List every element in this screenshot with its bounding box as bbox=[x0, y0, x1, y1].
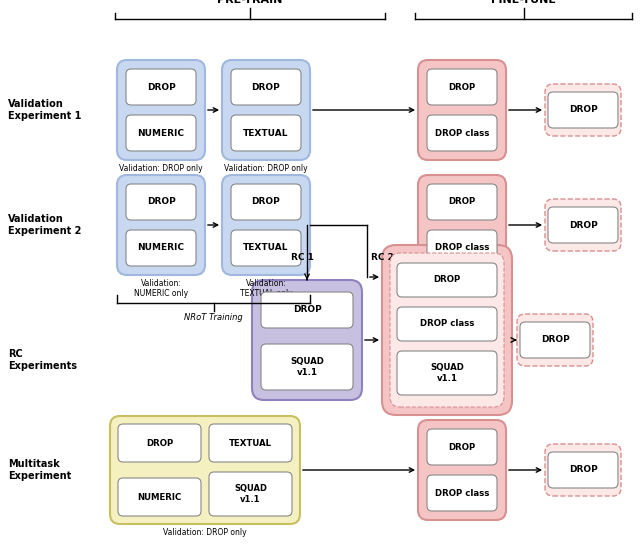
Text: TEXTUAL: TEXTUAL bbox=[229, 439, 272, 448]
FancyBboxPatch shape bbox=[548, 92, 618, 128]
FancyBboxPatch shape bbox=[118, 478, 201, 516]
Text: DROP: DROP bbox=[146, 439, 173, 448]
FancyBboxPatch shape bbox=[110, 416, 300, 524]
Text: DROP: DROP bbox=[449, 82, 476, 92]
Text: RC 1: RC 1 bbox=[291, 252, 314, 261]
Text: DROP: DROP bbox=[433, 276, 461, 285]
FancyBboxPatch shape bbox=[418, 175, 506, 275]
FancyBboxPatch shape bbox=[209, 472, 292, 516]
FancyBboxPatch shape bbox=[261, 344, 353, 390]
Text: DROP class: DROP class bbox=[420, 320, 474, 329]
FancyBboxPatch shape bbox=[418, 420, 506, 520]
FancyBboxPatch shape bbox=[118, 424, 201, 462]
FancyBboxPatch shape bbox=[222, 175, 310, 275]
FancyBboxPatch shape bbox=[231, 184, 301, 220]
Text: DROP class: DROP class bbox=[435, 244, 489, 252]
Text: Validation
Experiment 1: Validation Experiment 1 bbox=[8, 99, 81, 121]
FancyBboxPatch shape bbox=[222, 60, 310, 160]
Text: DROP: DROP bbox=[252, 82, 280, 92]
FancyBboxPatch shape bbox=[126, 69, 196, 105]
FancyBboxPatch shape bbox=[231, 115, 301, 151]
FancyBboxPatch shape bbox=[382, 245, 512, 415]
Text: SQUAD
v1.1: SQUAD v1.1 bbox=[290, 358, 324, 377]
Text: Multitask
Experiment: Multitask Experiment bbox=[8, 459, 71, 481]
FancyBboxPatch shape bbox=[548, 207, 618, 243]
Text: Validation
Experiment 2: Validation Experiment 2 bbox=[8, 214, 81, 236]
FancyBboxPatch shape bbox=[126, 230, 196, 266]
FancyBboxPatch shape bbox=[427, 115, 497, 151]
FancyBboxPatch shape bbox=[261, 292, 353, 328]
FancyBboxPatch shape bbox=[390, 253, 504, 407]
Text: Validation: DROP only: Validation: DROP only bbox=[119, 164, 203, 173]
FancyBboxPatch shape bbox=[548, 452, 618, 488]
Text: TEXTUAL: TEXTUAL bbox=[243, 128, 289, 137]
Text: NUMERIC: NUMERIC bbox=[138, 128, 184, 137]
Text: Validation: DROP only: Validation: DROP only bbox=[163, 528, 247, 537]
FancyBboxPatch shape bbox=[427, 429, 497, 465]
FancyBboxPatch shape bbox=[520, 322, 590, 358]
FancyBboxPatch shape bbox=[427, 69, 497, 105]
FancyBboxPatch shape bbox=[126, 115, 196, 151]
FancyBboxPatch shape bbox=[397, 351, 497, 395]
Text: SQUAD
v1.1: SQUAD v1.1 bbox=[430, 363, 464, 383]
Text: NRoT Training: NRoT Training bbox=[184, 313, 243, 322]
FancyBboxPatch shape bbox=[231, 69, 301, 105]
Text: DROP: DROP bbox=[449, 197, 476, 206]
FancyBboxPatch shape bbox=[397, 307, 497, 341]
FancyBboxPatch shape bbox=[209, 424, 292, 462]
Text: PRE-TRAIN: PRE-TRAIN bbox=[218, 0, 283, 5]
Text: RC 2: RC 2 bbox=[371, 252, 394, 261]
FancyBboxPatch shape bbox=[117, 60, 205, 160]
FancyBboxPatch shape bbox=[418, 60, 506, 160]
Text: DROP class: DROP class bbox=[435, 489, 489, 498]
FancyBboxPatch shape bbox=[427, 184, 497, 220]
Text: DROP: DROP bbox=[252, 197, 280, 206]
FancyBboxPatch shape bbox=[126, 184, 196, 220]
FancyBboxPatch shape bbox=[252, 280, 362, 400]
Text: DROP: DROP bbox=[568, 465, 597, 474]
Text: DROP: DROP bbox=[568, 106, 597, 115]
Text: DROP: DROP bbox=[449, 443, 476, 451]
FancyBboxPatch shape bbox=[545, 199, 621, 251]
Text: DROP: DROP bbox=[147, 197, 175, 206]
FancyBboxPatch shape bbox=[427, 475, 497, 511]
Text: DROP class: DROP class bbox=[435, 128, 489, 137]
FancyBboxPatch shape bbox=[427, 230, 497, 266]
Text: SQUAD
v1.1: SQUAD v1.1 bbox=[234, 484, 267, 504]
Text: FINE-TUNE: FINE-TUNE bbox=[491, 0, 556, 5]
Text: DROP: DROP bbox=[541, 335, 570, 345]
Text: Validation:
NUMERIC only: Validation: NUMERIC only bbox=[134, 279, 188, 299]
Text: Validation: DROP only: Validation: DROP only bbox=[224, 164, 308, 173]
Text: NUMERIC: NUMERIC bbox=[138, 493, 182, 502]
Text: DROP: DROP bbox=[147, 82, 175, 92]
FancyBboxPatch shape bbox=[397, 263, 497, 297]
Text: RC
Experiments: RC Experiments bbox=[8, 349, 77, 371]
Text: DROP: DROP bbox=[568, 221, 597, 230]
Text: TEXTUAL: TEXTUAL bbox=[243, 244, 289, 252]
Text: NUMERIC: NUMERIC bbox=[138, 244, 184, 252]
FancyBboxPatch shape bbox=[545, 84, 621, 136]
FancyBboxPatch shape bbox=[231, 230, 301, 266]
Text: DROP: DROP bbox=[292, 305, 321, 315]
FancyBboxPatch shape bbox=[117, 175, 205, 275]
FancyBboxPatch shape bbox=[545, 444, 621, 496]
Text: Validation:
TEXTUAL only: Validation: TEXTUAL only bbox=[239, 279, 292, 299]
FancyBboxPatch shape bbox=[517, 314, 593, 366]
